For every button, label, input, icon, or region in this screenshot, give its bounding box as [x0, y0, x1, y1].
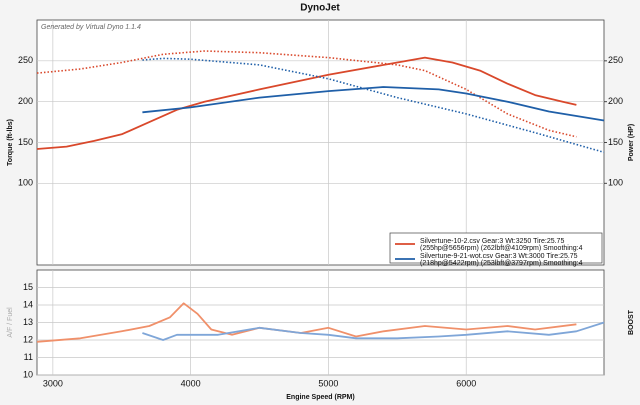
y2-tick-label: 100	[608, 178, 623, 188]
note: Generated by Virtual Dyno 1.1.4	[41, 24, 141, 31]
y-tick-label: 100	[18, 178, 33, 188]
x-tick-label: 6000	[456, 378, 476, 388]
y-tick-label: 15	[23, 282, 33, 292]
y2-tick-label: 250	[608, 55, 623, 65]
y-tick-label: 250	[18, 55, 33, 65]
y-axis-label: A/F / Fuel	[7, 307, 14, 338]
y-tick-label: 11	[24, 352, 33, 362]
y2-tick-label: 200	[608, 96, 623, 106]
y2-tick-label: 150	[608, 137, 623, 147]
legend-text: Silvertune-10-2.csv Gear:3 Wt:3250 Tire:…	[420, 238, 564, 245]
legend-text: (218hp@5422rpm) (253lbft@3797rpm) Smooth…	[420, 260, 583, 267]
series-line	[142, 86, 605, 122]
y-tick-label: 150	[18, 137, 33, 147]
y2-axis-label: BOOST	[628, 309, 635, 335]
chart-title: DynoJet	[300, 3, 340, 14]
series-line	[142, 321, 605, 341]
x-axis-label: Engine Speed (RPM)	[286, 394, 354, 401]
series-line	[36, 50, 577, 138]
x-tick-label: 3000	[43, 378, 63, 388]
x-tick-label: 4000	[181, 378, 201, 388]
x-tick-label: 5000	[318, 378, 338, 388]
y-axis-label: Torque (ft-lbs)	[7, 119, 14, 166]
y-tick-label: 14	[23, 299, 33, 309]
y-tick-label: 200	[18, 96, 33, 106]
legend-text: (255hp@5656rpm) (262lbft@4109rpm) Smooth…	[420, 245, 583, 252]
legend-box	[389, 232, 603, 264]
legend-text: Silvertune-9-21-wot.csv Gear:3 Wt:3000 T…	[420, 253, 578, 260]
y-tick-label: 10	[23, 369, 33, 379]
y2-axis-label: Power (HP)	[628, 124, 635, 161]
series-line	[36, 56, 577, 150]
y-tick-label: 12	[23, 334, 33, 344]
y-tick-label: 13	[23, 317, 33, 327]
